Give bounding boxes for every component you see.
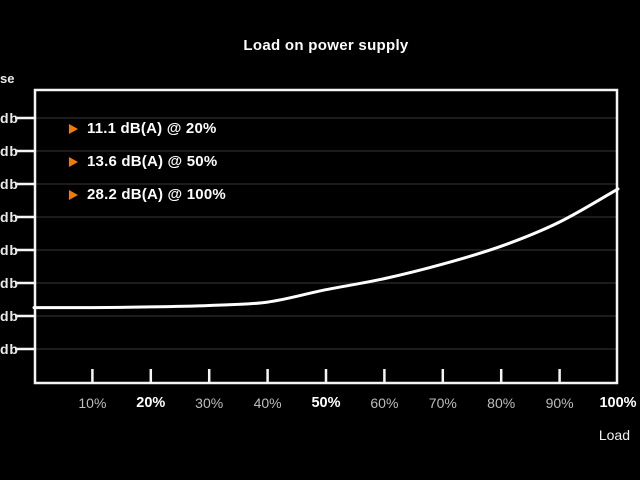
y-tick-label: db <box>0 176 19 192</box>
y-tick-label: db <box>0 143 19 159</box>
legend-item-text: 13.6 dB(A) @ 50% <box>87 153 218 170</box>
x-tick-label-100: 100% <box>599 395 637 411</box>
x-axis-label: Load <box>598 427 630 443</box>
y-tick-label: db <box>0 242 19 258</box>
legend-item: 11.1 dB(A) @ 20% <box>69 112 226 145</box>
chart-title: Load on power supply <box>243 37 409 54</box>
triangle-right-icon <box>69 189 78 200</box>
legend-item-text: 28.2 dB(A) @ 100% <box>87 186 226 203</box>
y-tick-label: db <box>0 341 19 357</box>
triangle-right-icon <box>69 156 78 167</box>
x-tick-label-50: 50% <box>311 395 341 411</box>
legend-item: 28.2 dB(A) @ 100% <box>69 178 226 211</box>
plot-border <box>33 88 619 385</box>
y-tick-label: db <box>0 275 19 291</box>
x-tick-label-20: 20% <box>136 395 166 411</box>
x-tick-label-80: 80% <box>487 395 516 411</box>
triangle-right-icon <box>69 123 78 134</box>
x-tick-label-60: 60% <box>370 395 399 411</box>
legend-item: 13.6 dB(A) @ 50% <box>69 145 226 178</box>
x-tick-label-90: 90% <box>545 395 574 411</box>
x-tick-label-40: 40% <box>253 395 282 411</box>
legend-item-text: 11.1 dB(A) @ 20% <box>87 120 217 137</box>
y-tick-label: db <box>0 308 19 324</box>
legend: 11.1 dB(A) @ 20% 13.6 dB(A) @ 50% 28.2 dB(… <box>69 112 226 211</box>
y-tick-label: db <box>0 110 19 126</box>
noise-curve <box>32 187 620 310</box>
y-tick-label: db <box>0 209 19 225</box>
x-tick-label-10: 10% <box>78 395 107 411</box>
x-tick-label-30: 30% <box>195 395 224 411</box>
x-tick-label-70: 70% <box>428 395 457 411</box>
y-axis-title-fragment: se <box>0 71 15 86</box>
